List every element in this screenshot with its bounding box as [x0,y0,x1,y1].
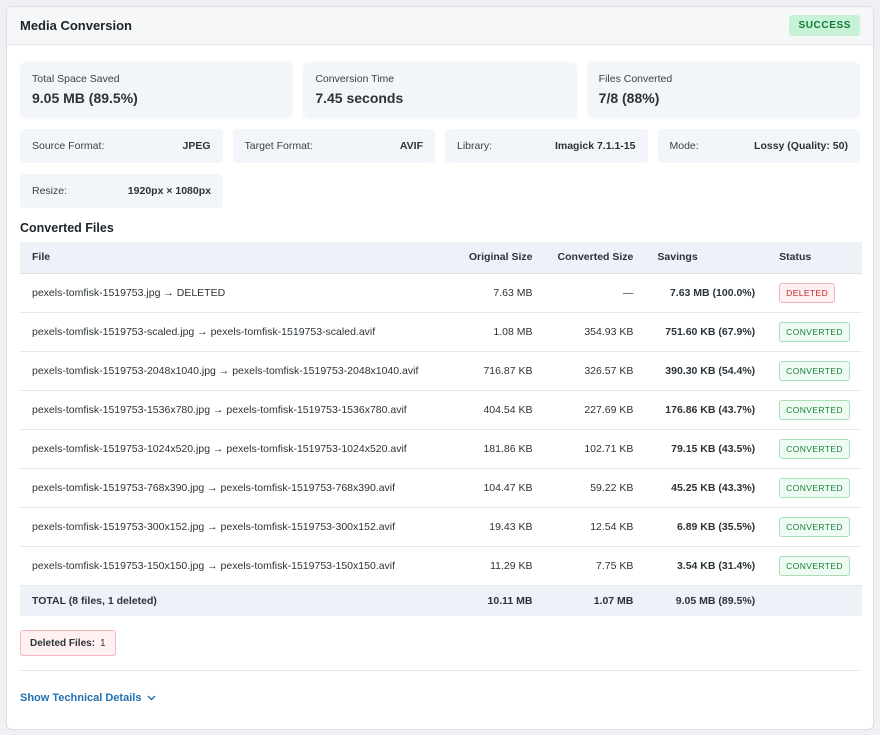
panel-title: Media Conversion [20,18,132,33]
original-size: 11.29 KB [442,546,545,586]
original-size: 716.87 KB [442,351,545,391]
savings: 6.89 KB (35.5%) [645,507,768,547]
info-value: Imagick 7.1.1-15 [554,140,636,152]
table-row: pexels-tomfisk-1519753.jpg → DELETED 7.6… [20,273,862,313]
info-value: JPEG [182,140,211,152]
chevron-down-icon [147,693,156,703]
info-label: Target Format: [244,140,313,152]
stat-conversion-time: Conversion Time 7.45 seconds [303,62,577,118]
show-technical-details-link[interactable]: Show Technical Details [20,692,156,704]
status-pill-converted: CONVERTED [779,516,850,537]
table-header-row: File Original Size Converted Size Saving… [20,242,862,274]
original-size: 19.43 KB [442,507,545,547]
panel-header: Media Conversion SUCCESS [7,7,873,45]
table-row: pexels-tomfisk-1519753-1536x780.jpg → pe… [20,390,862,430]
stat-total-space-saved: Total Space Saved 9.05 MB (89.5%) [20,62,294,118]
info-source-format: Source Format: JPEG [20,129,223,163]
savings: 79.15 KB (43.5%) [645,429,768,469]
status-pill-converted: CONVERTED [779,321,850,342]
file-name: pexels-tomfisk-1519753-1024x520.jpg → pe… [20,429,443,469]
total-original-size: 10.11 MB [487,594,533,607]
info-mode: Mode: Lossy (Quality: 50) [657,129,860,163]
savings: 7.63 MB (100.0%) [645,273,768,313]
savings: 751.60 KB (67.9%) [645,312,768,352]
stat-label: Conversion Time [315,73,395,85]
converted-size: 227.69 KB [544,390,646,430]
stat-value: 9.05 MB (89.5%) [32,90,138,106]
info-row-2: Resize: 1920px × 1080px [20,174,860,208]
converted-size: 354.93 KB [544,312,646,352]
converted-size: 12.54 KB [544,507,646,547]
stat-value: 7.45 seconds [315,90,404,106]
savings: 390.30 KB (54.4%) [645,351,768,391]
deleted-files-label: Deleted Files: [30,637,96,649]
original-size: 104.47 KB [442,468,545,508]
stats-row: Total Space Saved 9.05 MB (89.5%) Conver… [20,62,860,118]
info-resize: Resize: 1920px × 1080px [20,174,223,208]
column-header-savings: Savings [645,242,768,274]
total-converted-size: 1.07 MB [593,594,634,607]
column-header-converted-size: Converted Size [544,242,646,274]
converted-files-title: Converted Files [20,221,114,235]
original-size: 1.08 MB [442,312,545,352]
converted-size: — [544,273,646,313]
original-size: 181.86 KB [442,429,545,469]
file-name: pexels-tomfisk-1519753-150x150.jpg → pex… [20,546,443,586]
status-pill-converted: CONVERTED [779,360,850,381]
deleted-files-box: Deleted Files: 1 [20,630,116,656]
info-row-1: Source Format: JPEG Target Format: AVIF … [20,129,860,163]
divider [20,670,860,671]
table-total-row: TOTAL (8 files, 1 deleted) 10.11 MB 1.07… [20,585,862,616]
total-savings: 9.05 MB (89.5%) [675,594,756,607]
column-header-status: Status [767,242,862,274]
converted-size: 326.57 KB [544,351,646,391]
info-label: Mode: [669,140,699,152]
file-name: pexels-tomfisk-1519753-2048x1040.jpg → p… [20,351,443,391]
stat-label: Total Space Saved [32,73,120,85]
info-label: Library: [457,140,493,152]
file-name: pexels-tomfisk-1519753-1536x780.jpg → pe… [20,390,443,430]
original-size: 7.63 MB [442,273,545,313]
table-row: pexels-tomfisk-1519753-300x152.jpg → pex… [20,507,862,547]
file-name: pexels-tomfisk-1519753-300x152.jpg → pex… [20,507,443,547]
savings: 45.25 KB (43.3%) [645,468,768,508]
table-row: pexels-tomfisk-1519753-scaled.jpg → pexe… [20,312,862,352]
file-name: pexels-tomfisk-1519753.jpg → DELETED [20,273,443,313]
stat-files-converted: Files Converted 7/8 (88%) [586,62,860,118]
media-conversion-panel: Media Conversion SUCCESS Total Space Sav… [6,6,874,730]
info-value: AVIF [399,140,423,152]
column-header-file: File [20,242,443,274]
file-name: pexels-tomfisk-1519753-scaled.jpg → pexe… [20,312,443,352]
info-value: Lossy (Quality: 50) [754,140,848,152]
status-pill-converted: CONVERTED [779,438,850,459]
savings: 176.86 KB (43.7%) [645,390,768,430]
status-pill-converted: CONVERTED [779,477,850,498]
converted-size: 102.71 KB [544,429,646,469]
show-technical-details-label: Show Technical Details [20,692,142,704]
file-name: pexels-tomfisk-1519753-768x390.jpg → pex… [20,468,443,508]
converted-files-table: File Original Size Converted Size Saving… [20,242,862,616]
status-pill-converted: CONVERTED [779,555,850,576]
info-target-format: Target Format: AVIF [232,129,435,163]
table-row: pexels-tomfisk-1519753-150x150.jpg → pex… [20,546,862,586]
converted-size: 59.22 KB [544,468,646,508]
info-label: Source Format: [32,140,105,152]
total-label: TOTAL (8 files, 1 deleted) [32,594,157,607]
status-pill-converted: CONVERTED [779,399,850,420]
info-value: 1920px × 1080px [127,185,211,197]
stat-value: 7/8 (88%) [598,90,660,106]
table-row: pexels-tomfisk-1519753-2048x1040.jpg → p… [20,351,862,391]
table-row: pexels-tomfisk-1519753-768x390.jpg → pex… [20,468,862,508]
savings: 3.54 KB (31.4%) [645,546,768,586]
status-badge: SUCCESS [789,15,860,36]
original-size: 404.54 KB [442,390,545,430]
stat-label: Files Converted [598,73,673,85]
converted-size: 7.75 KB [544,546,646,586]
info-label: Resize: [32,185,68,197]
column-header-original-size: Original Size [442,242,545,274]
status-pill-deleted: DELETED [779,282,836,303]
table-row: pexels-tomfisk-1519753-1024x520.jpg → pe… [20,429,862,469]
deleted-files-count: 1 [100,637,106,649]
info-library: Library: Imagick 7.1.1-15 [445,129,648,163]
